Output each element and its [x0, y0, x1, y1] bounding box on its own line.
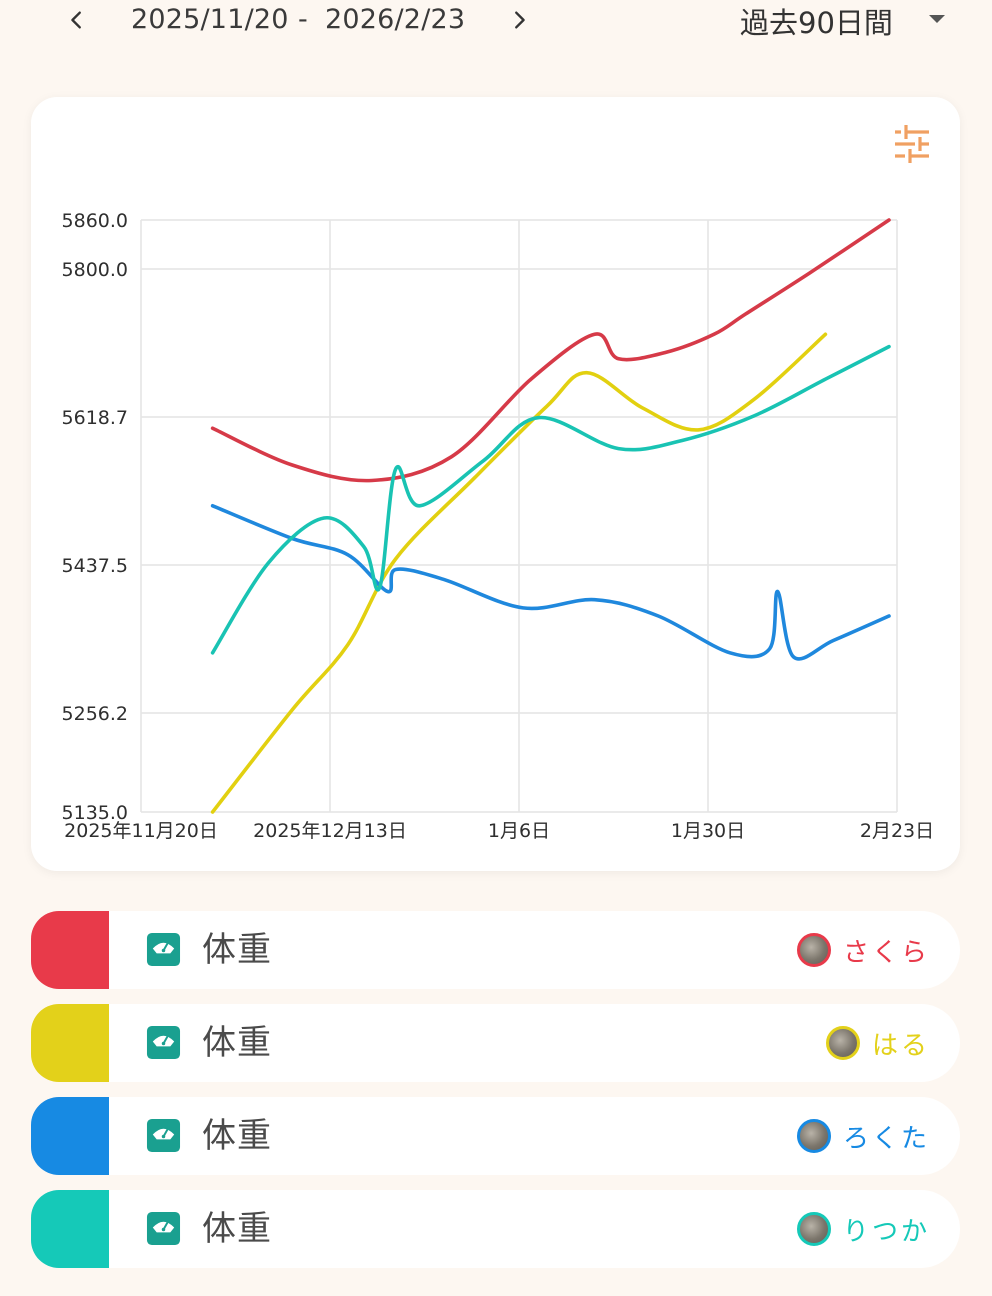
pet-tag[interactable]: ろくた	[796, 1097, 930, 1175]
x-tick-label: 1月6日	[488, 820, 550, 842]
y-tick-label: 5135.0	[62, 802, 128, 824]
series-line-ろくた	[210, 504, 891, 661]
period-label: 過去90日間	[740, 6, 893, 40]
sliders-icon	[895, 125, 929, 163]
series-line-さくら	[210, 218, 891, 483]
x-tick-label: 2025年11月20日	[64, 820, 218, 842]
x-tick-label: 1月30日	[671, 820, 745, 842]
pet-avatar	[796, 933, 831, 967]
chevron-right-icon	[515, 11, 525, 29]
pet-avatar	[796, 1119, 831, 1153]
legend-item[interactable]: 体重 さくら	[31, 911, 960, 989]
scale-icon	[146, 1118, 181, 1153]
metric-label: 体重	[202, 930, 272, 970]
legend-item-body: 体重 りつか	[109, 1190, 960, 1268]
y-tick-label: 5860.0	[62, 210, 128, 232]
chevron-left-icon	[71, 11, 81, 29]
x-tick-label: 2025年12月13日	[253, 820, 407, 842]
date-range-bar: 2025/11/20 - 2026/2/23 過去90日間	[0, 0, 992, 44]
scale-icon	[146, 1211, 181, 1246]
pet-name: さくら	[842, 937, 930, 968]
start-date[interactable]: 2025/11/20	[131, 4, 289, 35]
series-color-swatch	[31, 1097, 109, 1175]
pet-tag[interactable]: さくら	[796, 911, 930, 989]
legend-item[interactable]: 体重 はる	[31, 1004, 960, 1082]
y-tick-label: 5800.0	[62, 259, 128, 281]
series-line-りつか	[210, 344, 891, 655]
scale-icon	[146, 932, 181, 967]
y-tick-label: 5256.2	[62, 703, 128, 725]
legend-item[interactable]: 体重 りつか	[31, 1190, 960, 1268]
series-color-swatch	[31, 1190, 109, 1268]
series-color-swatch	[31, 911, 109, 989]
metric-label: 体重	[202, 1116, 272, 1156]
prev-period-button[interactable]	[59, 2, 95, 38]
pet-avatar	[796, 1212, 831, 1246]
series-line-はる	[210, 332, 828, 814]
legend-item-body: 体重 ろくた	[109, 1097, 960, 1175]
end-date[interactable]: 2026/2/23	[325, 4, 466, 35]
pet-name: ろくた	[842, 1123, 930, 1154]
x-tick-label: 2月23日	[860, 820, 934, 842]
pet-tag[interactable]: りつか	[796, 1190, 930, 1268]
weight-chart-card: 5860.0 5800.0 5618.7 5437.5 5256.2 5135.0 2025…	[31, 97, 960, 871]
pet-name: りつか	[842, 1216, 930, 1247]
line-chart: 5860.05800.05618.75437.55256.25135.02025…	[62, 210, 935, 842]
filter-button[interactable]	[889, 121, 935, 167]
legend-item[interactable]: 体重 ろくた	[31, 1097, 960, 1175]
y-tick-label: 5437.5	[62, 555, 128, 577]
legend-item-body: 体重 はる	[109, 1004, 960, 1082]
caret-down-icon	[929, 15, 945, 23]
metric-label: 体重	[202, 1023, 272, 1063]
date-separator: -	[298, 4, 308, 35]
pet-tag[interactable]: はる	[825, 1004, 930, 1082]
metric-label: 体重	[202, 1209, 272, 1249]
pet-avatar	[825, 1026, 860, 1060]
legend-item-body: 体重 さくら	[109, 911, 960, 989]
next-period-button[interactable]	[501, 2, 537, 38]
series-color-swatch	[31, 1004, 109, 1082]
y-tick-label: 5618.7	[62, 407, 128, 429]
period-dropdown[interactable]: 過去90日間	[730, 0, 960, 42]
pet-name: はる	[871, 1030, 930, 1061]
scale-icon	[146, 1025, 181, 1060]
